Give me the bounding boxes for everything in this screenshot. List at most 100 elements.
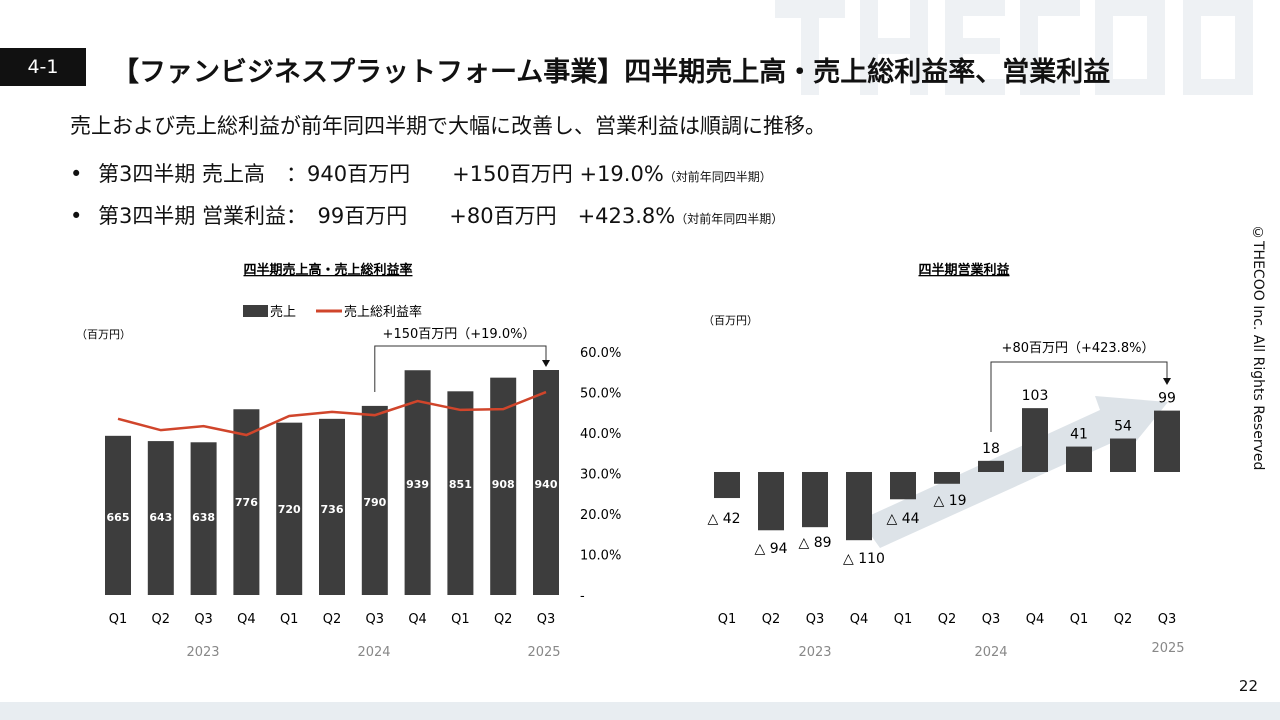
bar-sales: [361, 405, 388, 595]
bar-sales: [233, 409, 260, 595]
bar-value-label: 643: [149, 511, 172, 524]
x-tick-label: Q2: [152, 612, 171, 627]
bar-value-label: △ 110: [843, 551, 885, 567]
legend-bar-swatch: [243, 305, 268, 317]
bar-value-label: 54: [1114, 419, 1132, 435]
legend-line-label: 売上総利益率: [344, 304, 422, 320]
gross-margin-line: [117, 390, 547, 437]
year-label: 2023: [798, 645, 831, 660]
bar-value-label: △ 89: [798, 535, 831, 551]
x-tick-label: Q4: [237, 612, 256, 627]
unit-label: （百万円）: [703, 314, 758, 327]
bar-value-label: 776: [235, 496, 258, 509]
right-axis-tick: -: [580, 589, 585, 604]
section-badge: 4-1: [0, 48, 86, 86]
bar-sales: [147, 441, 174, 595]
bar-sales: [190, 442, 217, 595]
x-tick-label: Q2: [762, 612, 781, 627]
bar-value-label: 99: [1158, 391, 1176, 407]
bullet-dot: •: [70, 204, 83, 228]
unit-label: （百万円）: [76, 328, 131, 341]
copyright: ©THECOO Inc. All Rights Reserved: [1250, 225, 1266, 471]
x-tick-label: Q1: [451, 612, 470, 627]
bullet-label: 第3四半期 売上高 ：940百万円: [98, 162, 411, 186]
bar-operating-profit: [1110, 438, 1136, 472]
bar-operating-profit: [978, 460, 1004, 472]
bar-value-label: △ 94: [754, 541, 787, 557]
page-number: 22: [1238, 677, 1258, 695]
annotation-label: +150百万円（+19.0%）: [383, 327, 536, 342]
bar-value-label: 665: [107, 511, 130, 524]
x-tick-label: Q1: [894, 612, 913, 627]
year-label: 2024: [357, 645, 390, 660]
x-tick-label: Q1: [280, 612, 299, 627]
x-tick-label: Q2: [1114, 612, 1133, 627]
watermark-logo: [775, 0, 1253, 95]
bullet-operating-profit: • 第3四半期 営業利益： 99百万円 +80百万円 +423.8%（対前年同四半期…: [70, 200, 783, 230]
year-label: 2025: [1151, 641, 1184, 656]
annotation-bracket: [374, 345, 547, 392]
bar-operating-profit: [714, 472, 740, 499]
bar-value-label: 736: [321, 503, 344, 516]
bar-value-label: 939: [406, 478, 429, 491]
x-tick-label: Q3: [537, 612, 556, 627]
bullet-dot: •: [70, 162, 83, 186]
annotation-arrowhead: [542, 360, 550, 367]
right-axis-tick: 20.0%: [580, 508, 621, 523]
x-tick-label: Q4: [1026, 612, 1045, 627]
chart-title: 四半期売上高・売上総利益率: [243, 262, 412, 278]
bar-value-label: 851: [449, 478, 472, 491]
x-tick-label: Q3: [982, 612, 1001, 627]
annotation-bracket: [990, 361, 1168, 432]
footer-bar: [0, 702, 1280, 720]
right-axis-tick: 30.0%: [580, 468, 621, 483]
bar-value-label: △ 42: [707, 511, 740, 527]
bar-value-label: 103: [1022, 388, 1049, 404]
bar-value-label: △ 19: [933, 493, 966, 509]
x-tick-label: Q3: [194, 612, 213, 627]
x-tick-label: Q4: [850, 612, 869, 627]
right-axis-tick: 10.0%: [580, 549, 621, 564]
bar-sales: [404, 370, 431, 595]
bar-sales: [276, 422, 303, 595]
bullet-note: （対前年同四半期）: [663, 170, 772, 184]
bullet-change: +150百万円 +19.0%: [452, 162, 664, 186]
x-tick-label: Q4: [408, 612, 427, 627]
year-label: 2024: [974, 645, 1007, 660]
x-tick-label: Q3: [806, 612, 825, 627]
bar-operating-profit: [1022, 408, 1048, 472]
year-label: 2023: [186, 645, 219, 660]
x-tick-label: Q1: [1070, 612, 1089, 627]
bullet-label: 第3四半期 営業利益： 99百万円: [98, 204, 408, 228]
x-tick-label: Q3: [366, 612, 385, 627]
bar-value-label: 908: [492, 478, 515, 491]
bar-value-label: 940: [535, 478, 558, 491]
bar-sales: [490, 377, 517, 595]
x-tick-label: Q2: [494, 612, 513, 627]
bar-operating-profit: [846, 472, 872, 541]
legend-bar-label: 売上: [270, 304, 296, 320]
bar-operating-profit: [758, 472, 784, 531]
lead-text: 売上および売上総利益が前年同四半期で大幅に改善し、営業利益は順調に推移。: [70, 114, 826, 138]
bar-operating-profit: [890, 472, 916, 500]
right-axis-tick: 50.0%: [580, 387, 621, 402]
x-tick-label: Q1: [718, 612, 737, 627]
bar-operating-profit: [802, 472, 828, 528]
bar-sales: [447, 391, 474, 595]
annotation-label: +80百万円（+423.8%）: [1002, 341, 1155, 356]
bullet-change: +80百万円 +423.8%: [449, 204, 676, 228]
watermark-logo-shapes: [775, 0, 1253, 95]
bar-value-label: 41: [1070, 427, 1088, 443]
right-axis-tick: 60.0%: [580, 346, 621, 361]
page-title: 【ファンビジネスプラットフォーム事業】四半期売上高・売上総利益率、営業利益: [112, 57, 1111, 88]
bar-operating-profit: [1154, 410, 1180, 472]
bar-sales: [105, 435, 131, 595]
x-tick-label: Q2: [323, 612, 342, 627]
bullet-sales: • 第3四半期 売上高 ：940百万円 +150百万円 +19.0%（対前年同四半期…: [70, 158, 772, 188]
bar-value-label: 720: [278, 503, 301, 516]
bar-sales: [533, 370, 559, 595]
bar-value-label: 790: [363, 496, 386, 509]
x-tick-label: Q3: [1158, 612, 1177, 627]
chart-title: 四半期営業利益: [918, 262, 1009, 278]
x-tick-label: Q2: [938, 612, 957, 627]
